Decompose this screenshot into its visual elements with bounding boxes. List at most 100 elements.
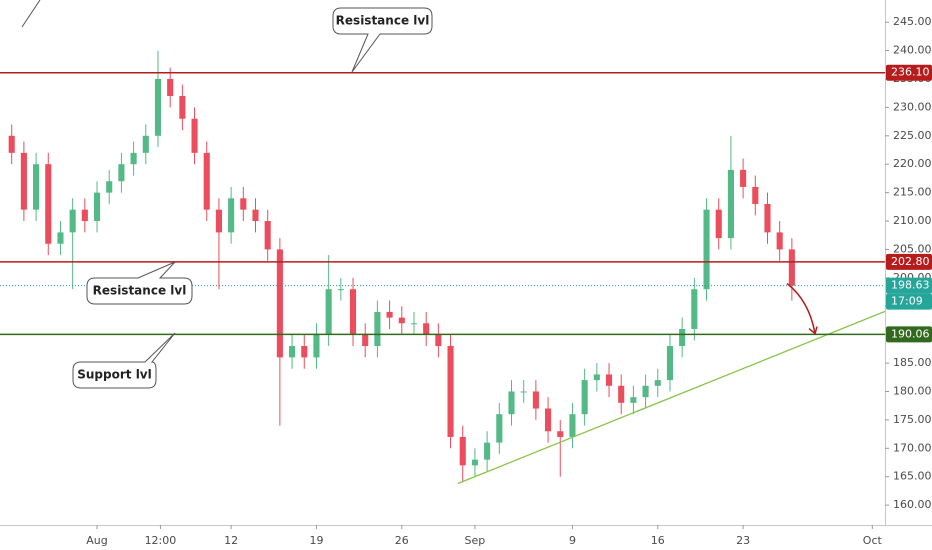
candle-body (459, 436, 466, 466)
level-box (886, 326, 932, 343)
arrow-head (808, 326, 818, 335)
candle-body (374, 311, 381, 347)
candle-body (337, 289, 344, 291)
candle-body (435, 334, 442, 347)
candle-body (691, 289, 698, 329)
candle-body (410, 323, 418, 325)
candle-body (642, 385, 649, 398)
candle-body (81, 209, 88, 222)
level-label: 236.10 (891, 66, 930, 79)
x-tick-label: 9 (569, 534, 576, 547)
candle-body (788, 249, 795, 286)
candle-body (240, 198, 247, 210)
candle-body (313, 334, 320, 358)
candle-body (130, 152, 137, 165)
candle-body (764, 203, 771, 233)
candle-body (118, 164, 125, 182)
candle-body (593, 374, 600, 381)
candle-body (301, 346, 308, 358)
y-tick-label: 240.00 (893, 44, 932, 57)
candle-body (264, 221, 271, 250)
callouts: Resistance lvl Resistance lvl Support lv… (21, 0, 433, 389)
y-tick-label: 225.00 (893, 129, 932, 142)
candle-body (508, 391, 515, 415)
level-label: 190.06 (891, 327, 930, 340)
y-tick-label: 210.00 (893, 214, 932, 227)
candle-body (179, 96, 186, 119)
candle-body (276, 249, 283, 358)
candle-body (386, 311, 393, 318)
x-tick-label: 26 (395, 534, 409, 547)
candle-body (618, 385, 625, 403)
candle-body (167, 78, 174, 97)
candle-body (752, 186, 759, 204)
drawing-fragment (21, 0, 41, 28)
callout-text: Resistance lvl (93, 284, 187, 298)
y-tick-label: 245.00 (893, 15, 932, 28)
candle-body (447, 346, 454, 437)
candle-body (362, 334, 369, 347)
x-tick-label: 12 (224, 534, 238, 547)
callout-box (86, 261, 193, 305)
trendline (457, 310, 886, 485)
candle-body (33, 164, 40, 210)
candle-body (496, 414, 503, 443)
candle-body (605, 374, 613, 386)
candle-body (215, 209, 222, 233)
candle-body (289, 346, 296, 358)
current-price-box (886, 277, 932, 294)
candle-body (581, 380, 588, 415)
candle-body (398, 317, 405, 324)
candle-body (203, 152, 210, 210)
candle-body (679, 328, 686, 347)
candle-body (252, 209, 259, 222)
axis-labels: 160.00 165.00 170.00 175.00 180.00 185.00 190.… (86, 15, 932, 547)
y-tick-label: 220.00 (893, 157, 932, 170)
y-tick-label: 205.00 (893, 242, 932, 255)
candle-body (45, 164, 52, 244)
candle-body (727, 169, 734, 239)
candle-body (569, 414, 576, 437)
countdown-label: 17:09 (891, 295, 923, 308)
candle-body (8, 135, 15, 153)
candle-body (630, 397, 637, 403)
callout-text: Support lvl (77, 368, 152, 382)
callout-box (72, 332, 176, 389)
plot (0, 50, 886, 485)
candle-body (715, 209, 722, 239)
candle-body (484, 442, 491, 460)
candle-body (703, 209, 710, 290)
y-tick-label: 165.00 (893, 470, 932, 483)
candle-body (142, 135, 149, 153)
candle-body (532, 391, 539, 409)
arrow (786, 282, 816, 334)
candle-body (776, 232, 783, 250)
x-tick-label: 19 (309, 534, 323, 547)
level-box (886, 253, 932, 270)
candle-body (154, 78, 162, 136)
candle-body (69, 209, 76, 233)
candle-body (471, 459, 478, 466)
y-tick-label: 230.00 (893, 100, 932, 113)
candle-body (423, 323, 430, 335)
countdown-box (886, 293, 932, 310)
candle-body (654, 380, 661, 386)
candle-body (557, 431, 564, 437)
current-price-label: 198.63 (891, 279, 930, 292)
candle-body (93, 192, 101, 222)
candle-body (545, 408, 552, 432)
candle-body (228, 198, 235, 233)
y-tick-label: 175.00 (893, 413, 932, 426)
candle-body (740, 169, 747, 187)
x-tick-label: Sep (465, 534, 486, 547)
x-tick-label: 23 (736, 534, 750, 547)
candle-body (666, 346, 674, 381)
x-tick-label: 12:00 (145, 534, 177, 547)
y-tick-label: 180.00 (893, 384, 932, 397)
x-tick-label: Oct (863, 534, 883, 547)
candle-body (106, 181, 113, 193)
candle-body (191, 118, 198, 153)
callout-box (332, 7, 433, 73)
candle-body (520, 391, 527, 393)
